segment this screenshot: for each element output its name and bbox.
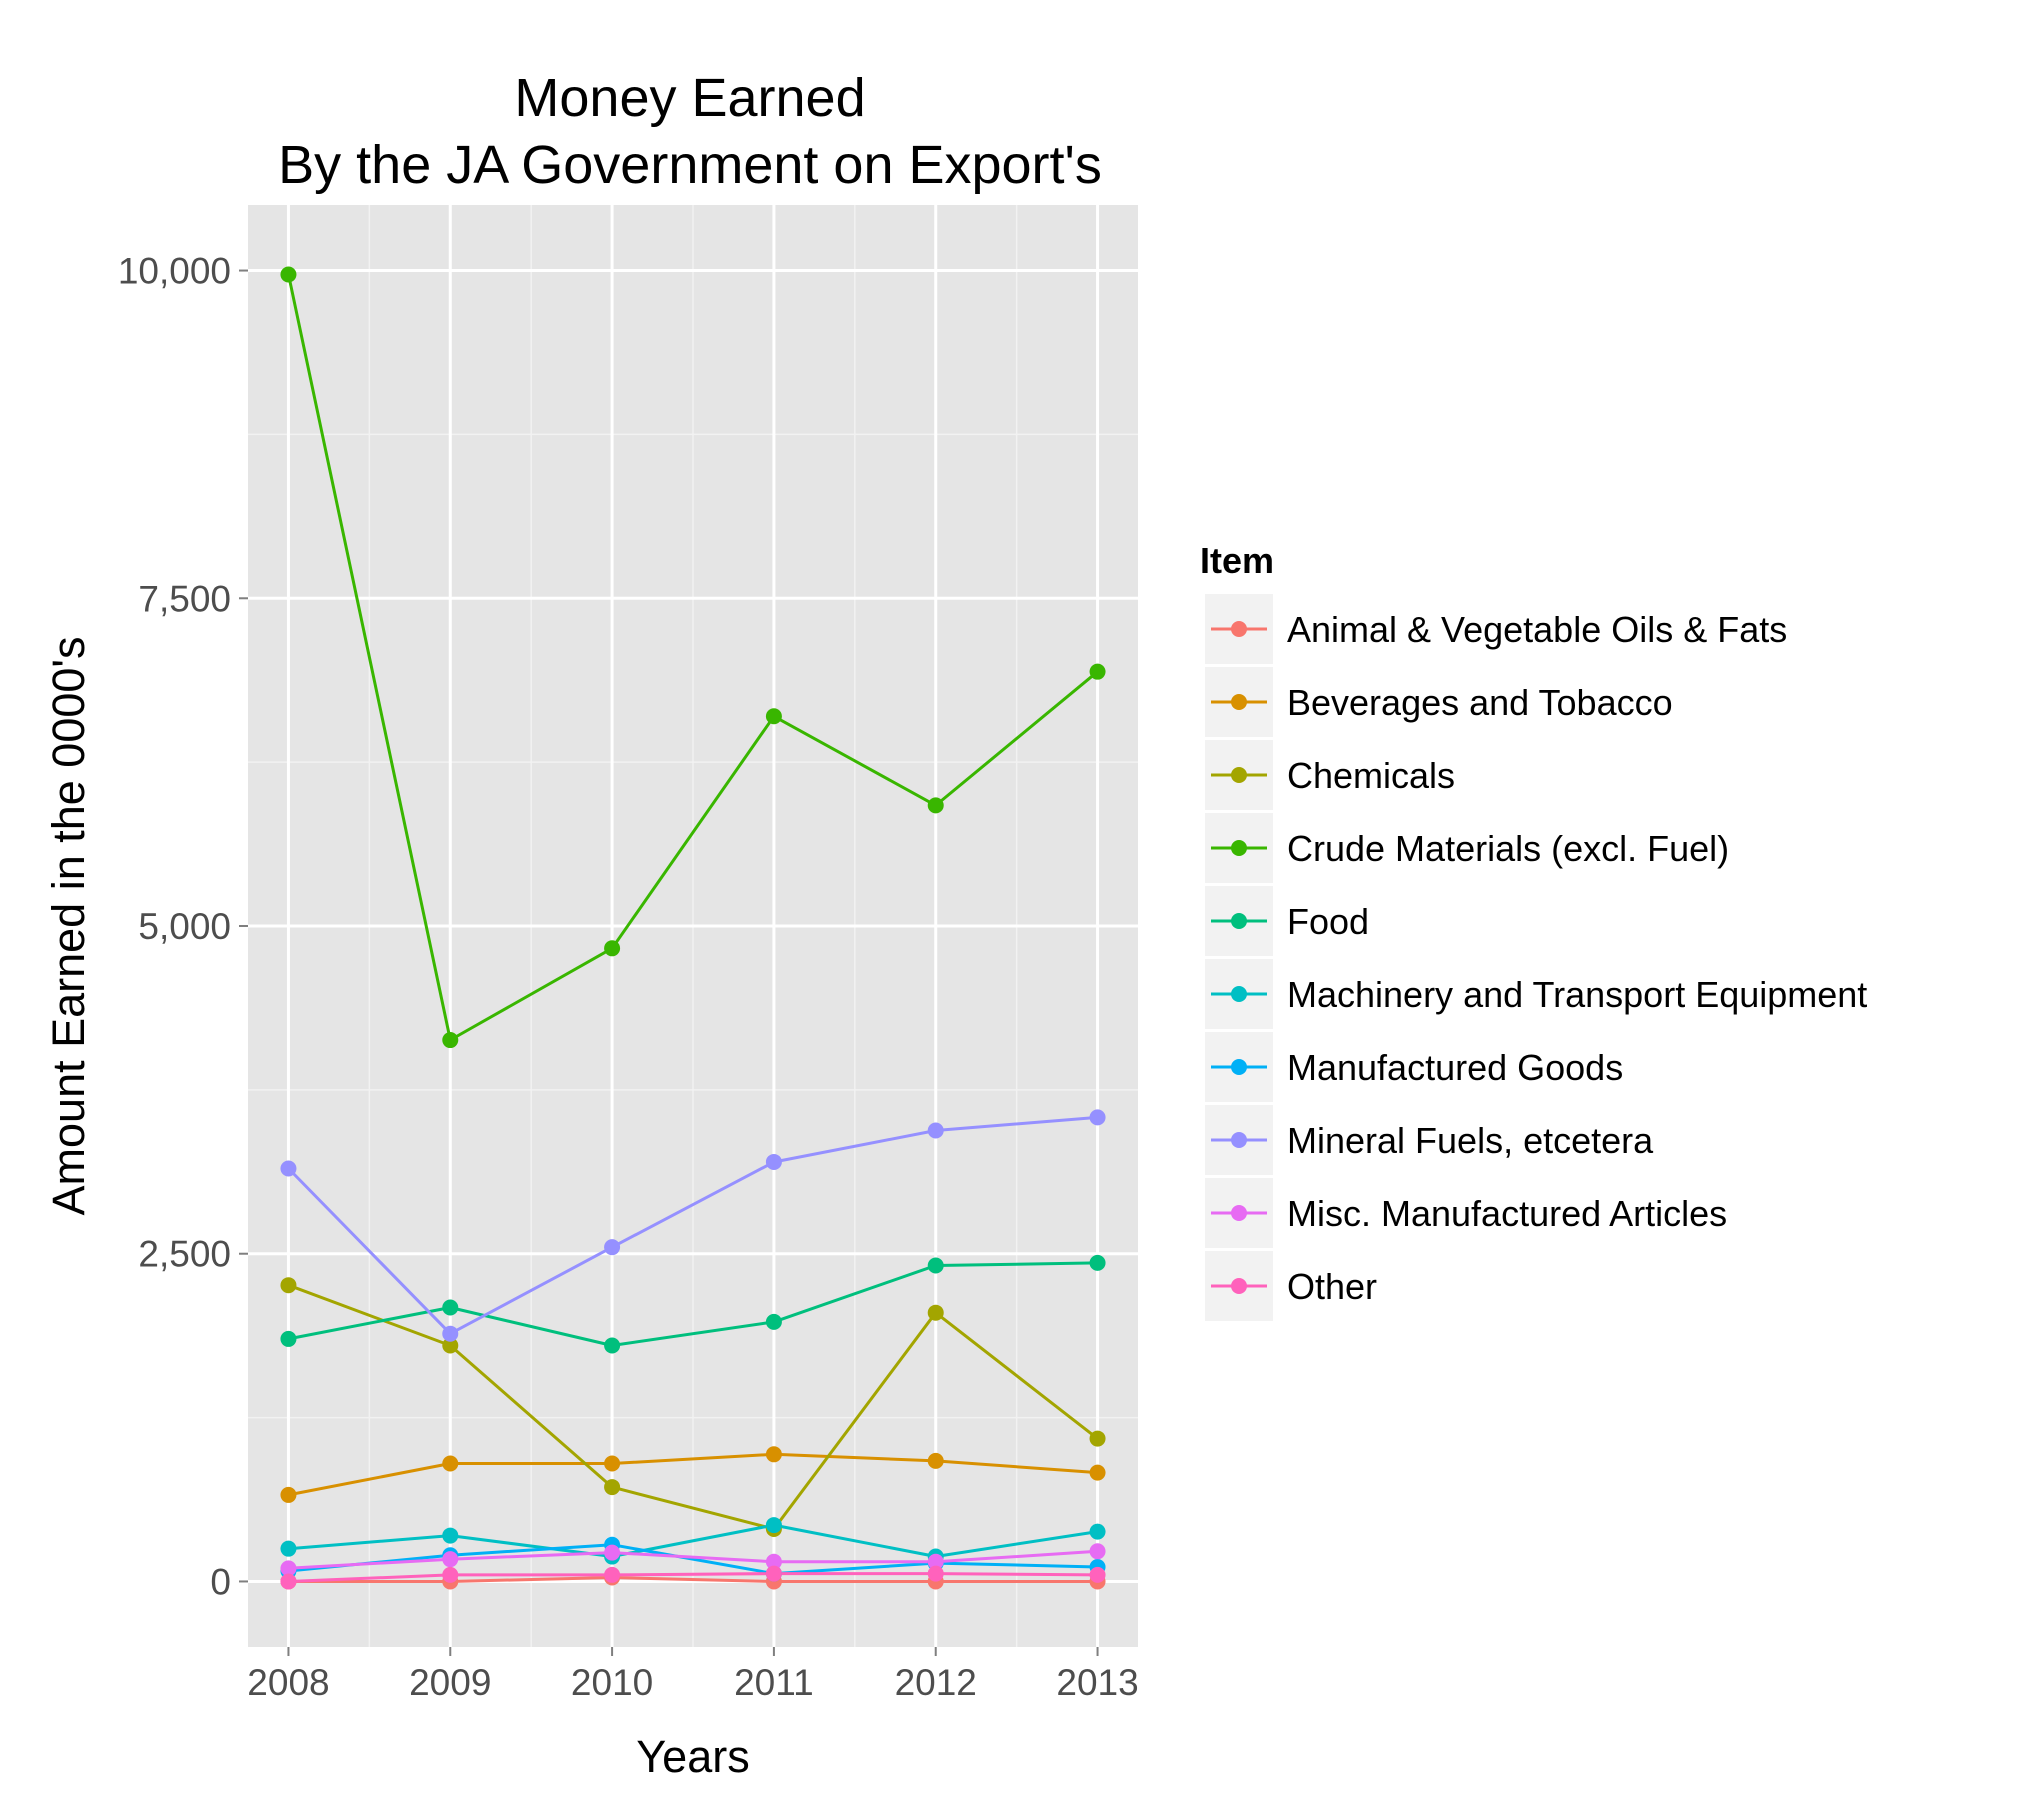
data-point-s2-2008 [280, 1277, 297, 1294]
data-point-s4-2009 [442, 1299, 459, 1316]
legend-label-6: Manufactured Goods [1287, 1047, 1623, 1088]
data-point-s3-2008 [280, 266, 297, 283]
data-point-s9-2013 [1089, 1566, 1106, 1583]
x-tick-label: 2008 [247, 1662, 329, 1703]
data-point-s7-2009 [442, 1325, 459, 1342]
data-point-s9-2008 [280, 1573, 297, 1590]
data-point-s2-2009 [442, 1337, 459, 1354]
data-point-s3-2011 [765, 708, 782, 725]
legend-label-8: Misc. Manufactured Articles [1287, 1193, 1727, 1234]
series-lines [287, 274, 1099, 1583]
data-point-s4-2013 [1089, 1254, 1106, 1271]
legend-key-point-9 [1231, 1278, 1247, 1294]
data-point-s3-2009 [442, 1032, 459, 1049]
series-line-4 [288, 1261, 1098, 1347]
x-tick-label: 2011 [734, 1662, 814, 1703]
major-gridlines [248, 205, 1138, 1647]
data-point-s5-2011 [765, 1517, 782, 1534]
data-point-s4-2012 [927, 1257, 944, 1274]
data-point-s3-2010 [604, 940, 621, 957]
x-tick-label: 2010 [571, 1662, 653, 1703]
y-tick-label: 10,000 [118, 251, 231, 292]
legend-key-point-2 [1231, 767, 1247, 783]
y-tick-label: 5,000 [138, 906, 231, 947]
data-point-s2-2013 [1089, 1430, 1106, 1447]
x-axis: 2008 2009 2010 2011 2012 2013 [247, 1647, 1139, 1703]
chart-title-line-2: By the JA Government on Export's [278, 135, 1102, 195]
series-line-5 [288, 1523, 1098, 1558]
data-point-s5-2013 [1089, 1523, 1106, 1540]
data-point-s8-2008 [280, 1560, 297, 1577]
data-point-s5-2008 [280, 1540, 297, 1557]
y-axis: 0 2,500 5,000 7,500 10,000 [118, 251, 248, 1602]
legend-label-4: Food [1287, 901, 1369, 942]
data-point-s1-2009 [442, 1455, 459, 1472]
series-line-1 [288, 1452, 1098, 1497]
y-tick-label: 2,500 [138, 1234, 231, 1275]
y-axis-title: Amount Earned in the 0000's [43, 637, 94, 1216]
x-tick-label: 2009 [409, 1662, 491, 1703]
legend-key-point-6 [1231, 1059, 1247, 1075]
legend-label-1: Beverages and Tobacco [1287, 682, 1673, 723]
data-point-s8-2013 [1089, 1543, 1106, 1560]
data-point-s7-2011 [765, 1153, 782, 1170]
data-point-s2-2010 [604, 1479, 621, 1496]
data-point-s4-2010 [604, 1337, 621, 1354]
legend-key-point-1 [1231, 694, 1247, 710]
data-point-s8-2009 [442, 1551, 459, 1568]
series-line-3 [287, 274, 1099, 1042]
series-points [280, 266, 1106, 1590]
legend-label-5: Machinery and Transport Equipment [1287, 974, 1867, 1015]
legend-key-point-5 [1231, 986, 1247, 1002]
legend-title: Item [1200, 540, 1274, 581]
data-point-s9-2012 [927, 1565, 944, 1582]
x-tick-label: 2013 [1056, 1662, 1138, 1703]
legend-label-7: Mineral Fuels, etcetera [1287, 1120, 1654, 1161]
series-line-9 [288, 1572, 1098, 1583]
series-line-7 [287, 1115, 1098, 1336]
series-line-2 [287, 1283, 1099, 1531]
data-point-s8-2011 [765, 1553, 782, 1570]
data-point-s7-2013 [1089, 1109, 1106, 1126]
data-point-s9-2009 [442, 1566, 459, 1583]
data-point-s1-2013 [1089, 1464, 1106, 1481]
data-point-s2-2012 [927, 1304, 944, 1321]
data-point-s4-2011 [765, 1313, 782, 1330]
legend-key-point-8 [1231, 1205, 1247, 1221]
chart-title-line-1: Money Earned [514, 68, 865, 128]
legend-key-point-7 [1231, 1132, 1247, 1148]
legend-key-point-4 [1231, 913, 1247, 929]
x-axis-title: Years [636, 1731, 749, 1782]
data-point-s1-2012 [927, 1452, 944, 1469]
data-point-s3-2012 [927, 797, 944, 814]
series-line-0 [288, 1576, 1098, 1583]
data-point-s1-2011 [765, 1446, 782, 1463]
data-point-s5-2009 [442, 1527, 459, 1544]
series-line-8 [288, 1549, 1098, 1570]
legend-label-3: Crude Materials (excl. Fuel) [1287, 828, 1729, 869]
data-point-s3-2013 [1089, 663, 1106, 680]
data-point-s7-2010 [604, 1239, 621, 1256]
data-point-s7-2012 [927, 1122, 944, 1139]
legend-label-2: Chemicals [1287, 755, 1455, 796]
y-tick-label: 7,500 [138, 578, 231, 619]
legend-label-0: Animal & Vegetable Oils & Fats [1287, 609, 1787, 650]
legend: Item Animal & Vegetable Oils & Fats Bever… [1200, 540, 1867, 1321]
legend-key-point-3 [1231, 840, 1247, 856]
data-point-s9-2011 [765, 1565, 782, 1582]
data-point-s4-2008 [280, 1330, 297, 1347]
data-point-s8-2010 [604, 1544, 621, 1561]
series-line-6 [288, 1543, 1098, 1576]
data-point-s9-2010 [604, 1566, 621, 1583]
legend-label-9: Other [1287, 1266, 1377, 1307]
legend-items: Animal & Vegetable Oils & Fats Beverages … [1205, 594, 1867, 1321]
x-tick-label: 2012 [895, 1662, 977, 1703]
y-tick-label: 0 [210, 1561, 231, 1602]
data-point-s8-2012 [927, 1553, 944, 1570]
data-point-s1-2010 [604, 1455, 621, 1472]
data-point-s7-2008 [280, 1160, 297, 1177]
data-point-s1-2008 [280, 1486, 297, 1503]
legend-key-point-0 [1231, 621, 1247, 637]
